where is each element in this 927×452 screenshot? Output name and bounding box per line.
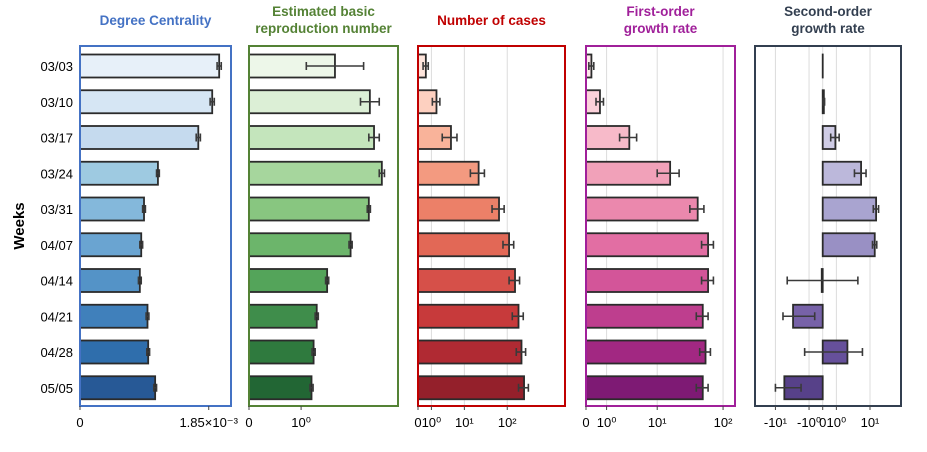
bar <box>79 125 200 150</box>
panel-frame <box>79 45 232 407</box>
y-axis-title: Weeks <box>11 202 28 249</box>
tick-label: 10¹ <box>861 415 880 430</box>
bar <box>585 339 707 365</box>
bar <box>248 375 313 401</box>
bar <box>585 232 709 258</box>
panel-frame <box>585 45 736 407</box>
tick-label: 0 <box>582 415 589 430</box>
panel-frame <box>754 45 902 407</box>
bar <box>79 160 159 186</box>
week-label: 04/14 <box>40 274 73 289</box>
bar <box>417 268 516 293</box>
bar <box>417 339 523 365</box>
tick-label: -10⁰ <box>797 415 821 430</box>
panel-title: Degree Centrality <box>100 13 212 28</box>
tick-label: 1.85×10⁻³ <box>179 415 238 430</box>
chart-panel: Estimated basic reproduction number 0 10⁰ <box>245 4 399 430</box>
tick-label: 0 <box>414 415 421 430</box>
bar <box>417 160 480 186</box>
tick-label: 10¹ <box>648 415 667 430</box>
bar <box>248 339 315 365</box>
panel-title: reproduction number <box>255 21 392 36</box>
bar <box>821 232 876 258</box>
bar <box>79 53 221 79</box>
bar <box>79 339 150 365</box>
bar <box>79 268 141 293</box>
bar <box>79 89 214 115</box>
bar <box>79 303 149 329</box>
bar <box>585 196 699 222</box>
week-label: 03/24 <box>40 166 73 181</box>
week-label: 04/07 <box>40 238 73 253</box>
tick-label: 10⁰ <box>597 415 617 430</box>
tick-label: 0 <box>245 415 252 430</box>
tick-label: 10² <box>714 415 733 430</box>
week-label: 04/21 <box>40 309 73 324</box>
bar <box>79 232 143 258</box>
panel-title: growth rate <box>791 21 865 36</box>
bar <box>585 268 709 293</box>
chart-panel: First-order growth rate 0 10⁰ 10¹ 10² <box>582 4 736 430</box>
bar <box>79 196 145 222</box>
bar <box>79 375 157 401</box>
chart-panel: Degree Centrality 0 1.85×10⁻³ <box>76 13 238 430</box>
chart-panel: Number of cases 0 10⁰ 10¹ 10² <box>414 13 566 430</box>
panel-title: Second-order <box>784 4 873 19</box>
bar <box>417 232 510 258</box>
panel-title: Number of cases <box>437 13 546 28</box>
tick-label: 10¹ <box>455 415 474 430</box>
week-labels: 03/03 03/10 03/17 03/24 03/31 04/07 04/14 04/21… <box>40 59 73 396</box>
panel-title: Estimated basic <box>272 4 375 19</box>
week-label: 03/03 <box>40 59 73 74</box>
tick-label: 10² <box>498 415 517 430</box>
panel-frame <box>417 45 566 407</box>
panels: Degree Centrality 0 1.85×10⁻³ Estimated bas… <box>76 4 902 430</box>
bar <box>248 125 375 150</box>
panel-frame <box>248 45 399 407</box>
bar <box>821 196 878 222</box>
bar <box>417 303 520 329</box>
tick-label: 0 <box>819 415 826 430</box>
tick-label: 10⁰ <box>291 415 311 430</box>
bar <box>585 375 704 401</box>
panel-title: First-order <box>626 4 695 19</box>
week-label: 04/28 <box>40 345 73 360</box>
bar <box>248 196 370 222</box>
bar <box>248 268 329 293</box>
bar <box>248 232 352 258</box>
week-label: 03/10 <box>40 95 73 110</box>
tick-label: 10⁰ <box>422 415 442 430</box>
bar <box>585 303 704 329</box>
bar <box>248 303 318 329</box>
bar <box>248 160 383 186</box>
tick-label: 10⁰ <box>827 415 847 430</box>
tick-label: 0 <box>76 415 83 430</box>
panel-title: growth rate <box>624 21 698 36</box>
week-label: 03/31 <box>40 202 73 217</box>
week-label: 05/05 <box>40 381 73 396</box>
tick-label: -10¹ <box>764 415 788 430</box>
week-label: 03/17 <box>40 131 73 146</box>
bar <box>417 375 525 401</box>
bar <box>417 196 500 222</box>
bar <box>248 89 371 115</box>
